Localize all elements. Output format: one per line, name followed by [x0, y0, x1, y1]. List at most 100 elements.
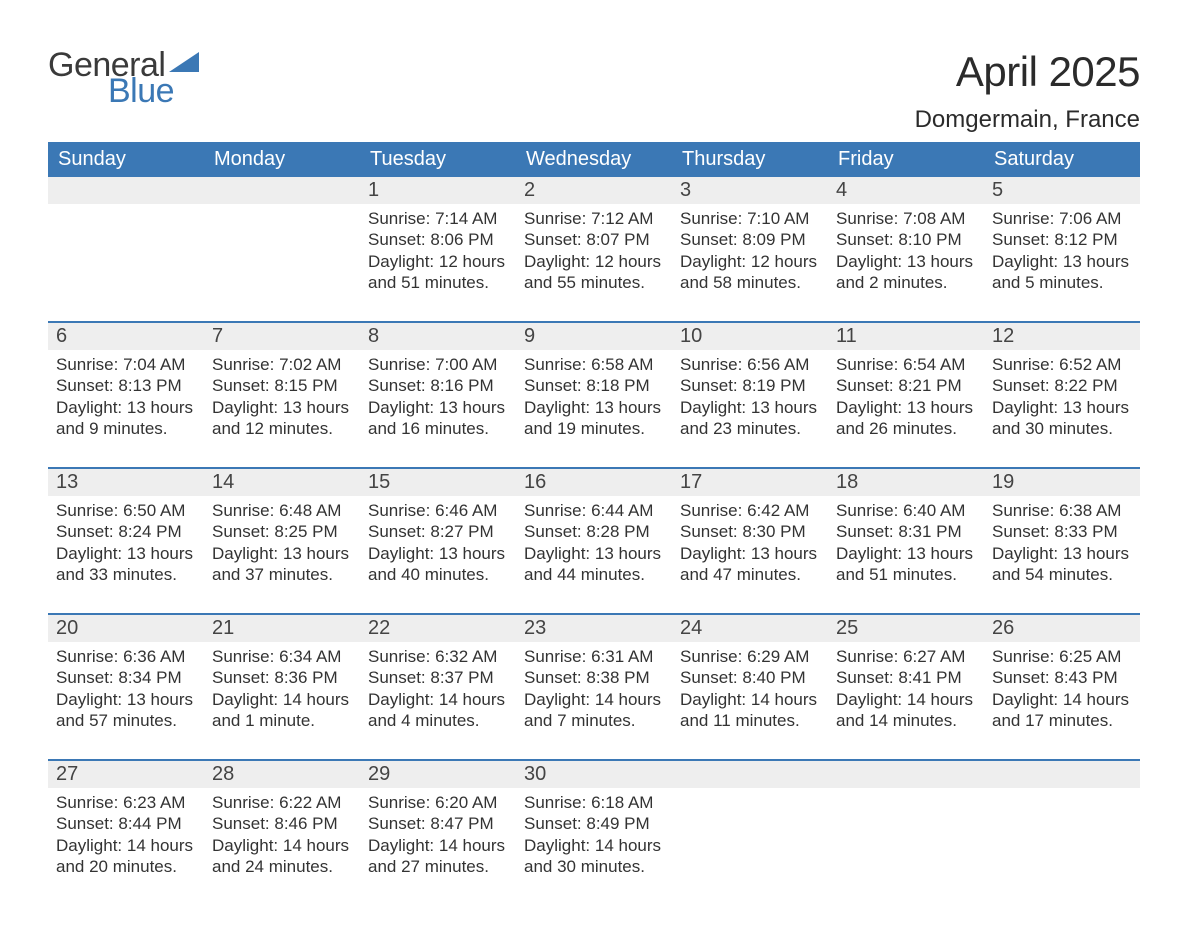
day-number: 26	[984, 613, 1140, 642]
calendar-table: Sunday Monday Tuesday Wednesday Thursday…	[48, 142, 1140, 905]
day-body: Sunrise: 6:40 AMSunset: 8:31 PMDaylight:…	[828, 496, 984, 613]
calendar-day-cell: 10Sunrise: 6:56 AMSunset: 8:19 PMDayligh…	[672, 321, 828, 467]
day-number: 16	[516, 467, 672, 496]
day-body: Sunrise: 7:00 AMSunset: 8:16 PMDaylight:…	[360, 350, 516, 467]
day-body: Sunrise: 7:06 AMSunset: 8:12 PMDaylight:…	[984, 204, 1140, 321]
calendar-day-cell: 19Sunrise: 6:38 AMSunset: 8:33 PMDayligh…	[984, 467, 1140, 613]
day-number: 11	[828, 321, 984, 350]
calendar-day-cell: 7Sunrise: 7:02 AMSunset: 8:15 PMDaylight…	[204, 321, 360, 467]
sunset-text: Sunset: 8:21 PM	[836, 375, 976, 396]
daylight-text: Daylight: 13 hours and 26 minutes.	[836, 397, 976, 440]
daylight-text: Daylight: 13 hours and 37 minutes.	[212, 543, 352, 586]
calendar-day-cell: 11Sunrise: 6:54 AMSunset: 8:21 PMDayligh…	[828, 321, 984, 467]
day-body: Sunrise: 6:42 AMSunset: 8:30 PMDaylight:…	[672, 496, 828, 613]
sunset-text: Sunset: 8:36 PM	[212, 667, 352, 688]
daylight-text: Daylight: 14 hours and 17 minutes.	[992, 689, 1132, 732]
daylight-text: Daylight: 13 hours and 16 minutes.	[368, 397, 508, 440]
day-number: 29	[360, 759, 516, 788]
sunset-text: Sunset: 8:09 PM	[680, 229, 820, 250]
brand-name-part2: Blue	[108, 74, 199, 108]
day-number: 27	[48, 759, 204, 788]
sunrise-text: Sunrise: 7:10 AM	[680, 208, 820, 229]
daylight-text: Daylight: 12 hours and 51 minutes.	[368, 251, 508, 294]
sunrise-text: Sunrise: 6:22 AM	[212, 792, 352, 813]
calendar-day-cell: 13Sunrise: 6:50 AMSunset: 8:24 PMDayligh…	[48, 467, 204, 613]
title-block: April 2025 Domgermain, France	[915, 48, 1140, 134]
calendar-day-cell: 4Sunrise: 7:08 AMSunset: 8:10 PMDaylight…	[828, 177, 984, 321]
day-body: Sunrise: 6:20 AMSunset: 8:47 PMDaylight:…	[360, 788, 516, 905]
calendar-day-cell: 24Sunrise: 6:29 AMSunset: 8:40 PMDayligh…	[672, 613, 828, 759]
calendar-week-row: 20Sunrise: 6:36 AMSunset: 8:34 PMDayligh…	[48, 613, 1140, 759]
calendar-day-cell: 21Sunrise: 6:34 AMSunset: 8:36 PMDayligh…	[204, 613, 360, 759]
calendar-day-cell	[984, 759, 1140, 905]
day-body	[48, 204, 204, 304]
calendar-day-cell: 25Sunrise: 6:27 AMSunset: 8:41 PMDayligh…	[828, 613, 984, 759]
sunset-text: Sunset: 8:12 PM	[992, 229, 1132, 250]
day-number: 9	[516, 321, 672, 350]
day-body: Sunrise: 7:12 AMSunset: 8:07 PMDaylight:…	[516, 204, 672, 321]
sunset-text: Sunset: 8:24 PM	[56, 521, 196, 542]
sunrise-text: Sunrise: 6:31 AM	[524, 646, 664, 667]
sunrise-text: Sunrise: 6:25 AM	[992, 646, 1132, 667]
day-body: Sunrise: 6:31 AMSunset: 8:38 PMDaylight:…	[516, 642, 672, 759]
dow-header-row: Sunday Monday Tuesday Wednesday Thursday…	[48, 142, 1140, 177]
daylight-text: Daylight: 13 hours and 51 minutes.	[836, 543, 976, 586]
daylight-text: Daylight: 13 hours and 12 minutes.	[212, 397, 352, 440]
sunset-text: Sunset: 8:33 PM	[992, 521, 1132, 542]
day-number: 28	[204, 759, 360, 788]
sunset-text: Sunset: 8:06 PM	[368, 229, 508, 250]
brand-logo: General Blue	[48, 48, 199, 108]
day-number: 3	[672, 177, 828, 204]
day-body: Sunrise: 6:29 AMSunset: 8:40 PMDaylight:…	[672, 642, 828, 759]
calendar-day-cell: 8Sunrise: 7:00 AMSunset: 8:16 PMDaylight…	[360, 321, 516, 467]
sunrise-text: Sunrise: 6:18 AM	[524, 792, 664, 813]
day-body: Sunrise: 7:04 AMSunset: 8:13 PMDaylight:…	[48, 350, 204, 467]
day-body	[204, 204, 360, 304]
sunset-text: Sunset: 8:40 PM	[680, 667, 820, 688]
daylight-text: Daylight: 13 hours and 47 minutes.	[680, 543, 820, 586]
dow-thursday: Thursday	[672, 142, 828, 177]
sunset-text: Sunset: 8:28 PM	[524, 521, 664, 542]
daylight-text: Daylight: 12 hours and 58 minutes.	[680, 251, 820, 294]
sunset-text: Sunset: 8:27 PM	[368, 521, 508, 542]
calendar-day-cell: 27Sunrise: 6:23 AMSunset: 8:44 PMDayligh…	[48, 759, 204, 905]
calendar-day-cell	[672, 759, 828, 905]
calendar-day-cell: 17Sunrise: 6:42 AMSunset: 8:30 PMDayligh…	[672, 467, 828, 613]
sunrise-text: Sunrise: 7:02 AM	[212, 354, 352, 375]
calendar-day-cell: 5Sunrise: 7:06 AMSunset: 8:12 PMDaylight…	[984, 177, 1140, 321]
sunrise-text: Sunrise: 7:14 AM	[368, 208, 508, 229]
calendar-week-row: 6Sunrise: 7:04 AMSunset: 8:13 PMDaylight…	[48, 321, 1140, 467]
sunrise-text: Sunrise: 6:34 AM	[212, 646, 352, 667]
calendar-day-cell: 15Sunrise: 6:46 AMSunset: 8:27 PMDayligh…	[360, 467, 516, 613]
day-number: 22	[360, 613, 516, 642]
sunrise-text: Sunrise: 7:00 AM	[368, 354, 508, 375]
day-body: Sunrise: 7:14 AMSunset: 8:06 PMDaylight:…	[360, 204, 516, 321]
calendar-day-cell: 22Sunrise: 6:32 AMSunset: 8:37 PMDayligh…	[360, 613, 516, 759]
day-body: Sunrise: 6:27 AMSunset: 8:41 PMDaylight:…	[828, 642, 984, 759]
calendar-day-cell: 1Sunrise: 7:14 AMSunset: 8:06 PMDaylight…	[360, 177, 516, 321]
day-number: 2	[516, 177, 672, 204]
day-number: 8	[360, 321, 516, 350]
calendar-day-cell: 2Sunrise: 7:12 AMSunset: 8:07 PMDaylight…	[516, 177, 672, 321]
daylight-text: Daylight: 14 hours and 30 minutes.	[524, 835, 664, 878]
sunrise-text: Sunrise: 7:12 AM	[524, 208, 664, 229]
calendar-day-cell: 18Sunrise: 6:40 AMSunset: 8:31 PMDayligh…	[828, 467, 984, 613]
daylight-text: Daylight: 14 hours and 14 minutes.	[836, 689, 976, 732]
day-body	[828, 788, 984, 888]
day-body: Sunrise: 6:44 AMSunset: 8:28 PMDaylight:…	[516, 496, 672, 613]
day-body: Sunrise: 6:25 AMSunset: 8:43 PMDaylight:…	[984, 642, 1140, 759]
calendar-day-cell: 23Sunrise: 6:31 AMSunset: 8:38 PMDayligh…	[516, 613, 672, 759]
page-title: April 2025	[915, 48, 1140, 96]
sunset-text: Sunset: 8:25 PM	[212, 521, 352, 542]
dow-sunday: Sunday	[48, 142, 204, 177]
calendar-day-cell: 12Sunrise: 6:52 AMSunset: 8:22 PMDayligh…	[984, 321, 1140, 467]
topbar: General Blue April 2025 Domgermain, Fran…	[48, 48, 1140, 134]
dow-wednesday: Wednesday	[516, 142, 672, 177]
dow-saturday: Saturday	[984, 142, 1140, 177]
calendar-day-cell: 20Sunrise: 6:36 AMSunset: 8:34 PMDayligh…	[48, 613, 204, 759]
day-body: Sunrise: 6:48 AMSunset: 8:25 PMDaylight:…	[204, 496, 360, 613]
day-number	[828, 759, 984, 788]
calendar-day-cell: 28Sunrise: 6:22 AMSunset: 8:46 PMDayligh…	[204, 759, 360, 905]
day-body: Sunrise: 7:08 AMSunset: 8:10 PMDaylight:…	[828, 204, 984, 321]
day-body: Sunrise: 6:56 AMSunset: 8:19 PMDaylight:…	[672, 350, 828, 467]
